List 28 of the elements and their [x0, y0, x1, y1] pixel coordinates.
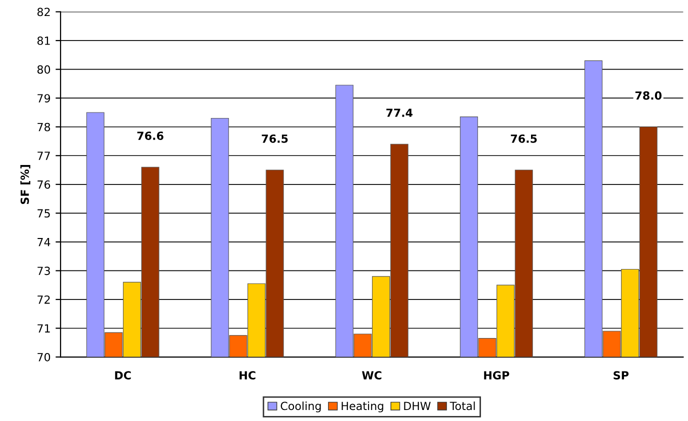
y-tick-label: 79 — [38, 94, 50, 102]
data-label: 76.6 — [137, 132, 164, 140]
data-label: 76.5 — [262, 134, 288, 143]
y-tick-label: 80 — [37, 65, 50, 74]
y-tick-label: 75 — [38, 209, 50, 218]
x-tick-label: HGP — [484, 371, 510, 380]
x-tick-label: DC — [115, 371, 131, 380]
y-tick-label: 71 — [38, 324, 50, 332]
y-tick-label: 72 — [38, 295, 50, 304]
y-tick-label: 78 — [38, 122, 50, 132]
data-label: 78.0 — [635, 91, 662, 100]
data-label: 76.5 — [510, 134, 537, 143]
x-tick-label: WC — [362, 371, 382, 380]
y-tick-label: 74 — [38, 238, 50, 246]
legend-label: Cooling — [280, 402, 321, 412]
legend-label: Heating — [342, 402, 384, 412]
y-tick-label: 82 — [37, 8, 50, 16]
x-tick-label: HC — [240, 371, 256, 380]
y-tick-label: 81 — [37, 36, 50, 45]
data-label: 77.4 — [386, 108, 413, 117]
y-tick-label: 76 — [38, 180, 50, 189]
y-axis-title: SF [%] — [20, 164, 30, 204]
y-tick-label: 73 — [38, 266, 50, 276]
y-tick-label: 70 — [38, 352, 50, 362]
legend-label: DHW — [404, 402, 431, 410]
x-tick-label: SP — [614, 371, 629, 380]
legend-label: Total — [450, 402, 475, 410]
y-tick-label: 77 — [38, 152, 50, 160]
